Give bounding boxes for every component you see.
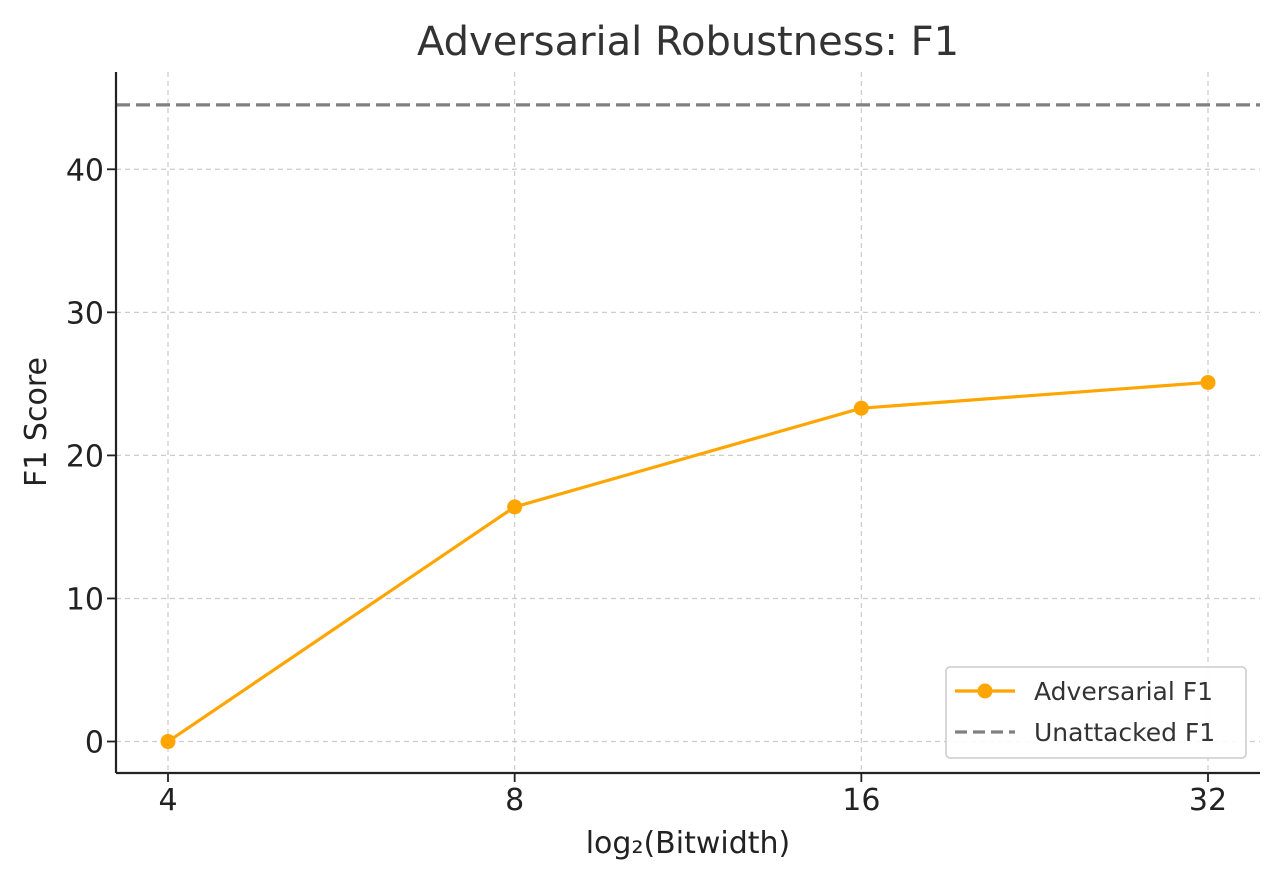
y-axis-label: F1 Score — [19, 357, 54, 487]
y-tick-label: 30 — [66, 296, 104, 331]
grid — [116, 72, 1260, 773]
x-tick-label: 32 — [1189, 783, 1227, 818]
legend-label-unattacked: Unattacked F1 — [1034, 718, 1215, 747]
y-tick-label: 40 — [66, 153, 104, 188]
x-axis-label: log₂(Bitwidth) — [586, 826, 791, 861]
series-line-adversarial — [167, 380, 1209, 743]
legend-box — [945, 666, 1247, 759]
y-tick-label: 20 — [66, 439, 104, 474]
x-tick-label: 4 — [158, 783, 177, 818]
data-point-adversarial — [160, 734, 176, 750]
y-tick-label: 0 — [85, 726, 104, 761]
data-point-adversarial — [1200, 374, 1216, 390]
data-point-adversarial — [853, 400, 869, 416]
x-tick-label: 8 — [505, 783, 524, 818]
x-tick-label: 16 — [842, 783, 880, 818]
axes — [114, 72, 1260, 775]
legend-label-adversarial: Adversarial F1 — [1034, 677, 1213, 706]
ticks: 4 8 16 32 0 10 20 30 40 — [66, 153, 1227, 818]
chart-title: Adversarial Robustness: F1 — [417, 19, 959, 65]
series — [160, 374, 1216, 750]
legend-marker-adversarial — [977, 683, 993, 699]
data-point-adversarial — [507, 499, 523, 515]
y-tick-label: 10 — [66, 582, 104, 617]
legend: Adversarial F1 Unattacked F1 — [945, 666, 1247, 759]
